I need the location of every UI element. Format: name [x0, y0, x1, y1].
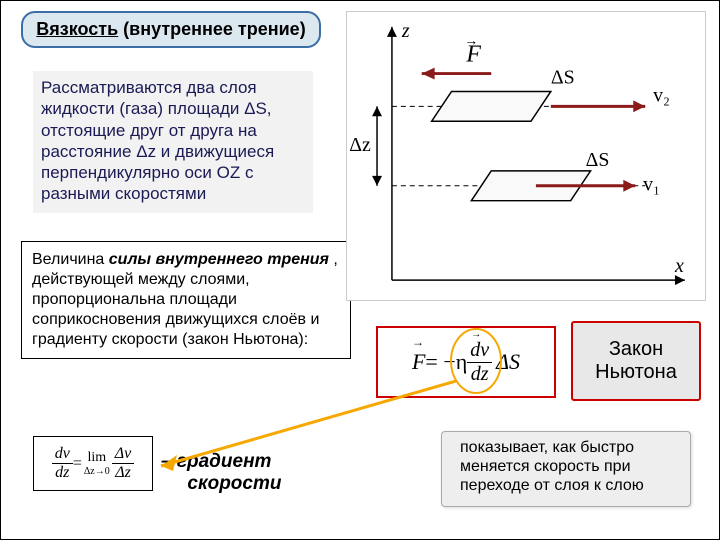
- v1-label: v₁: [643, 174, 660, 196]
- layers-diagram: z x Δz F → v₂ v₁ ΔS ΔS: [346, 11, 706, 301]
- gf-lnum: dv: [52, 445, 73, 464]
- x-axis-label: x: [674, 255, 684, 277]
- gf-rnum: Δv: [112, 445, 135, 464]
- gf-eq: =: [73, 455, 82, 473]
- title-underlined: Вязкость: [36, 19, 118, 39]
- title-rest: (внутреннее трение): [118, 19, 306, 39]
- gf-lden: dz: [52, 464, 72, 482]
- formula-F: F: [412, 349, 425, 374]
- v2-label: v₂: [653, 84, 670, 106]
- newton-formula-box: → F = −η → dv dz ΔS: [376, 326, 556, 398]
- gf-limsub: Δz→0: [84, 466, 110, 477]
- intro-paragraph: Рассматриваются два слоя жидкости (газа)…: [33, 71, 313, 213]
- gradient-label: – градиент скорости: [161, 451, 391, 495]
- newton-law-label: Закон Ньютона: [571, 321, 701, 401]
- z-axis-label: z: [401, 20, 410, 42]
- dz-label: Δz: [349, 134, 371, 156]
- gf-rden: Δz: [112, 464, 134, 482]
- F-arrow: →: [412, 335, 424, 350]
- force-pre: Величина: [32, 251, 109, 268]
- formula-den: dz: [468, 363, 492, 386]
- dS-lower: ΔS: [586, 149, 610, 171]
- gradient-meaning-box: показывает, как быстро меняется скорость…: [441, 431, 691, 507]
- title-pill: Вязкость (внутреннее трение): [21, 11, 321, 48]
- gradient-formula-box: dv dz = lim Δz→0 Δv Δz: [33, 436, 153, 491]
- dS-upper: ΔS: [551, 67, 575, 89]
- gf-lim: lim: [87, 450, 106, 466]
- formula-num: dv: [467, 339, 492, 363]
- force-description-box: Величина силы внутреннего трения , дейст…: [21, 241, 351, 359]
- formula-dS: ΔS: [496, 349, 520, 375]
- svg-text:→: →: [464, 34, 478, 49]
- formula-eq: = −η: [425, 349, 467, 375]
- force-bold: силы внутреннего трения: [109, 251, 329, 268]
